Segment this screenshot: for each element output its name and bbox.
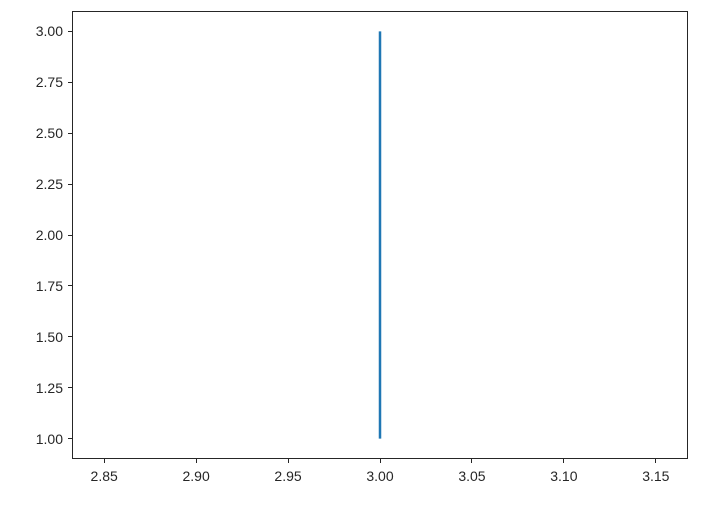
y-tick-label: 2.50: [36, 125, 63, 141]
x-tick-label: 3.05: [458, 468, 485, 484]
x-tick-label: 2.95: [274, 468, 301, 484]
x-tick-label: 2.85: [91, 468, 118, 484]
x-tick-label: 3.15: [642, 468, 669, 484]
x-tick-mark: [563, 459, 564, 463]
x-tick-mark: [471, 459, 472, 463]
x-tick-mark: [196, 459, 197, 463]
y-tick-label: 1.75: [36, 278, 63, 294]
y-tick-label: 2.00: [36, 227, 63, 243]
series-line: [72, 11, 688, 459]
y-tick-label: 1.25: [36, 380, 63, 396]
x-tick-mark: [288, 459, 289, 463]
x-tick-mark: [380, 459, 381, 463]
x-tick-label: 3.10: [550, 468, 577, 484]
y-tick-label: 2.25: [36, 176, 63, 192]
line-chart: 1.00 1.25 1.50 1.75 2.00 2.25 2.50 2.75 3.00 2.85…: [0, 0, 715, 518]
y-tick-label: 2.75: [36, 74, 63, 90]
x-tick-label: 2.90: [182, 468, 209, 484]
y-tick-label: 1.50: [36, 329, 63, 345]
x-tick-mark: [655, 459, 656, 463]
x-tick-label: 3.00: [366, 468, 393, 484]
x-tick-mark: [104, 459, 105, 463]
y-tick-label: 3.00: [36, 23, 63, 39]
y-tick-label: 1.00: [36, 431, 63, 447]
